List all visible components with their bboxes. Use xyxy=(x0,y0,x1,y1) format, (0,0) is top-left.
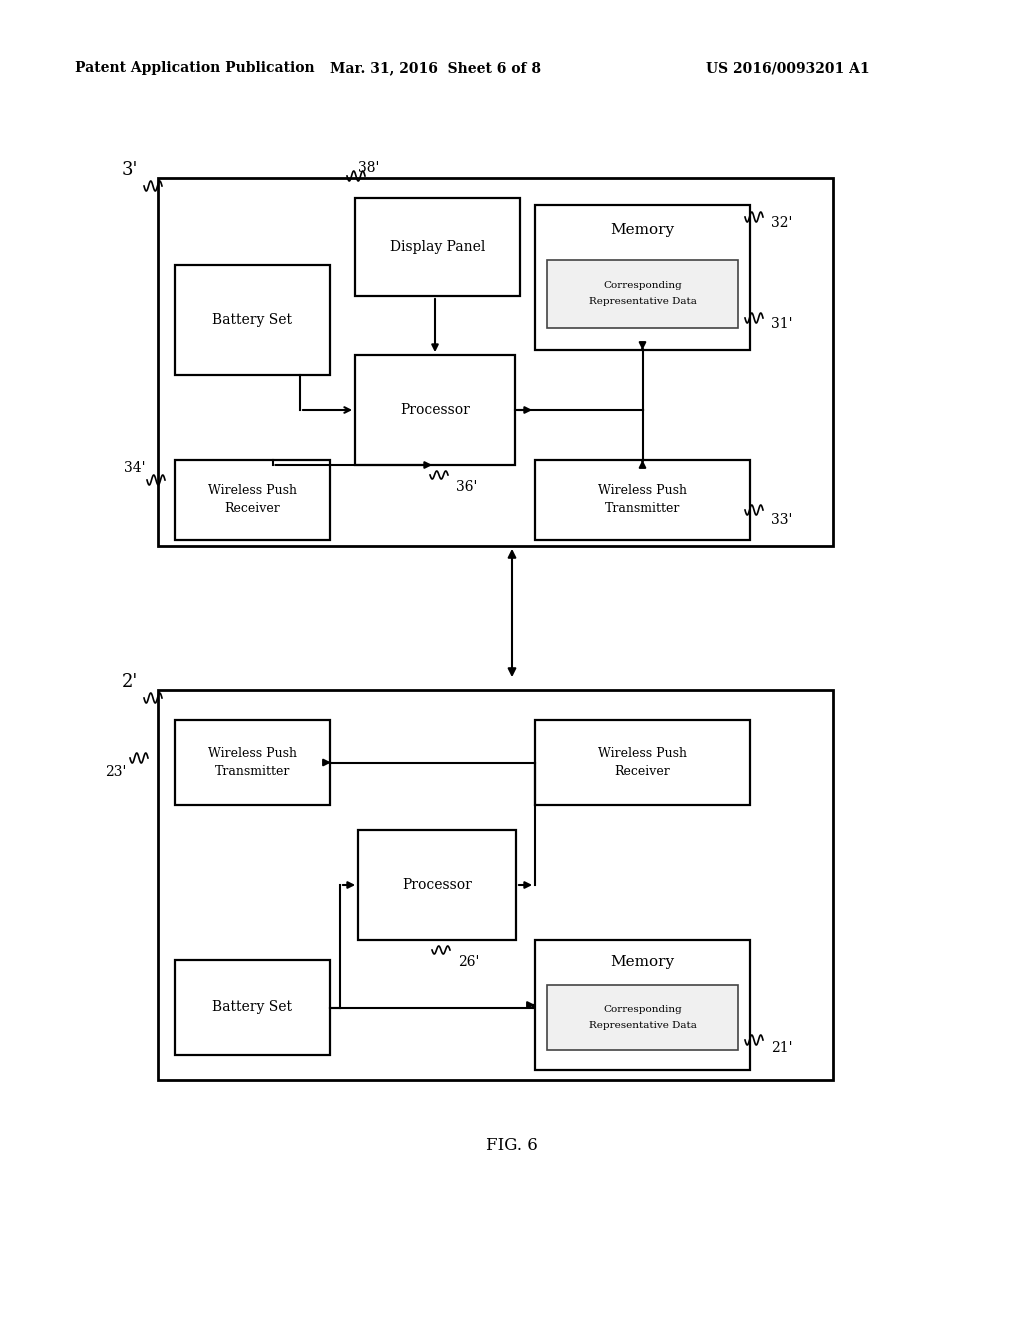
Text: Memory: Memory xyxy=(610,954,675,969)
Text: Representative Data: Representative Data xyxy=(589,1020,696,1030)
Text: US 2016/0093201 A1: US 2016/0093201 A1 xyxy=(707,61,870,75)
Text: Wireless Push: Wireless Push xyxy=(598,484,687,498)
Bar xyxy=(358,830,516,940)
Text: 2': 2' xyxy=(122,673,138,690)
Text: Receiver: Receiver xyxy=(224,503,281,516)
Text: 23': 23' xyxy=(105,766,127,779)
Text: Patent Application Publication: Patent Application Publication xyxy=(75,61,314,75)
Bar xyxy=(355,198,520,296)
Text: 31': 31' xyxy=(771,317,793,331)
Text: Receiver: Receiver xyxy=(614,766,671,777)
Bar xyxy=(175,719,330,805)
Bar xyxy=(535,940,750,1071)
Bar xyxy=(175,265,330,375)
Text: Processor: Processor xyxy=(400,403,470,417)
Bar xyxy=(547,985,738,1049)
Text: 21': 21' xyxy=(771,1041,793,1055)
Bar xyxy=(535,205,750,350)
Bar xyxy=(158,178,833,546)
Bar xyxy=(535,719,750,805)
Text: Wireless Push: Wireless Push xyxy=(208,747,297,760)
Bar xyxy=(355,355,515,465)
Text: Memory: Memory xyxy=(610,223,675,238)
Text: Corresponding: Corresponding xyxy=(603,281,682,290)
Text: Representative Data: Representative Data xyxy=(589,297,696,306)
Text: 38': 38' xyxy=(358,161,380,176)
Text: Wireless Push: Wireless Push xyxy=(598,747,687,760)
Text: Display Panel: Display Panel xyxy=(390,240,485,253)
Text: Transmitter: Transmitter xyxy=(605,503,680,516)
Text: Battery Set: Battery Set xyxy=(213,313,293,327)
Bar xyxy=(175,960,330,1055)
Text: 33': 33' xyxy=(771,513,793,527)
Text: Mar. 31, 2016  Sheet 6 of 8: Mar. 31, 2016 Sheet 6 of 8 xyxy=(330,61,541,75)
Text: Corresponding: Corresponding xyxy=(603,1005,682,1014)
Text: 34': 34' xyxy=(124,461,145,475)
Bar xyxy=(547,260,738,327)
Text: 32': 32' xyxy=(771,216,793,230)
Text: Wireless Push: Wireless Push xyxy=(208,484,297,498)
Bar xyxy=(535,459,750,540)
Text: Processor: Processor xyxy=(402,878,472,892)
Text: 3': 3' xyxy=(122,161,138,180)
Bar xyxy=(158,690,833,1080)
Text: Transmitter: Transmitter xyxy=(215,766,290,777)
Text: 36': 36' xyxy=(457,480,477,494)
Bar xyxy=(175,459,330,540)
Text: Battery Set: Battery Set xyxy=(213,1001,293,1015)
Text: FIG. 6: FIG. 6 xyxy=(486,1137,538,1154)
Text: 26': 26' xyxy=(459,954,479,969)
